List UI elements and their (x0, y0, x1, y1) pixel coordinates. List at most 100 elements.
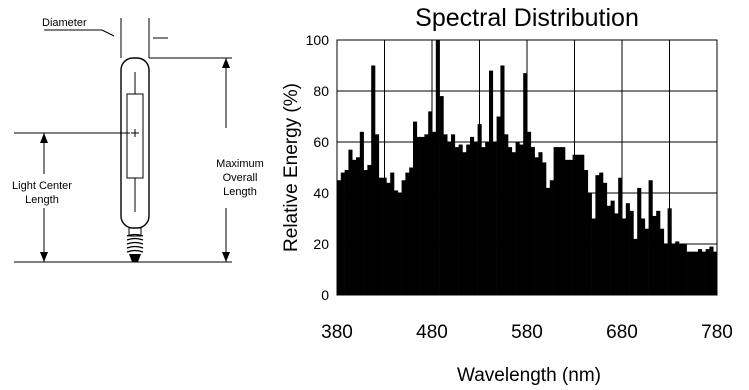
spectrum-bar (473, 142, 478, 295)
spectrum-bar (386, 182, 391, 295)
spectrum-bar (682, 244, 687, 295)
spectrum-bar (394, 190, 399, 295)
x-axis-label: Wavelength (nm) (457, 365, 601, 386)
spectrum-bar (409, 167, 414, 295)
x-tick-label: 480 (416, 322, 448, 343)
spectrum-bar (629, 210, 634, 295)
spectrum-bar (534, 157, 539, 295)
spectrum-bar (549, 180, 554, 295)
light-center-label-line1: Light Center (12, 180, 72, 192)
spectrum-bar (337, 180, 342, 295)
spectrum-bar (428, 111, 433, 296)
spectrum-bar (401, 180, 406, 295)
spectrum-bar (435, 40, 440, 295)
spectrum-bar (424, 134, 429, 295)
spectrum-bar (363, 170, 368, 295)
spectrum-bar (565, 159, 570, 295)
spectrum-bar (511, 152, 516, 295)
max-length-label-line3: Length (223, 186, 257, 198)
light-center-arrow-bottom (40, 252, 48, 262)
spectrum-bar (633, 238, 638, 295)
spectrum-bar (679, 244, 684, 295)
y-tick-label: 40 (313, 185, 329, 201)
light-center-label-line2: Length (25, 194, 59, 206)
spectrum-bar (713, 251, 718, 295)
spectrum-bar (466, 144, 471, 295)
spectrum-bar (530, 147, 535, 295)
y-tick-label: 60 (313, 134, 329, 150)
spectrum-bar (595, 175, 600, 295)
spectrum-bar (432, 131, 437, 295)
spectrum-bar (390, 172, 395, 295)
spectrum-bar (375, 134, 380, 295)
spectrum-bar (614, 213, 619, 295)
x-tick-label: 380 (321, 322, 353, 343)
spectrum-bar (660, 228, 665, 295)
spectrum-bar (542, 162, 547, 295)
spectrum-bar (667, 208, 672, 295)
spectrum-bar (557, 147, 562, 295)
y-tick-label: 100 (306, 32, 330, 48)
spectrum-bar (568, 159, 573, 295)
spectrum-bar (523, 73, 528, 296)
spectrum-bar (561, 147, 566, 295)
spectrum-bar (371, 65, 376, 295)
spectrum-bar (420, 136, 425, 295)
spectrum-bar (606, 205, 611, 295)
spectrum-bar (625, 203, 630, 295)
y-tick-label: 0 (321, 287, 329, 303)
spectrum-bar (470, 136, 475, 295)
spectrum-bar (656, 210, 661, 295)
spectrum-bar (504, 134, 509, 295)
spectrum-bar (451, 134, 456, 295)
spectrum-bar (648, 180, 653, 295)
spectrum-bar (519, 144, 524, 295)
spectrum-bar (416, 136, 421, 295)
spectrum-bar (352, 159, 357, 295)
spectrum-bar (698, 249, 703, 295)
plot-frame (336, 39, 718, 296)
spectrum-bar (701, 251, 706, 295)
spectrum-bar (382, 177, 387, 295)
spectrum-bar (344, 170, 349, 295)
spectrum-bar (690, 251, 695, 295)
spectrum-bar (580, 154, 585, 295)
spectrum-bar (378, 177, 383, 295)
spectrum-bar (576, 154, 581, 295)
spectrum-bar (663, 244, 668, 295)
max-length-arrow-bottom (222, 252, 230, 262)
spectrum-bar (591, 218, 596, 295)
spectrum-bar (572, 154, 577, 295)
diameter-label: Diameter (42, 17, 87, 29)
spectrum-bar (496, 116, 501, 295)
spectrum-bar (405, 172, 410, 295)
spectrum-bar (553, 147, 558, 295)
max-length-arrow-top (222, 58, 230, 68)
y-tick-label: 80 (313, 83, 329, 99)
spectrum-bar (489, 70, 494, 295)
max-length-label-line2: Overall (223, 172, 258, 184)
spectrum-bar (538, 152, 543, 295)
spectrum-bar (439, 96, 444, 295)
max-length-label-line1: Maximum (216, 158, 264, 170)
spectrum-bar (599, 172, 604, 295)
lamp-dimension-diagram: Diameter Maximum Overall Length Light Ce… (12, 17, 264, 263)
spectrum-bar (359, 131, 364, 295)
spectrum-bar (356, 157, 361, 295)
spectrum-bar (622, 218, 627, 295)
x-tick-label: 580 (511, 322, 543, 343)
x-tick-label: 680 (606, 322, 638, 343)
spectrum-bar (462, 152, 467, 295)
spectrum-bar (637, 187, 642, 295)
spectrum-bar (675, 241, 680, 295)
diameter-arrow-left (101, 29, 115, 37)
spectrum-bar (500, 65, 505, 295)
lamp-base-contact (129, 254, 141, 262)
y-axis-label: Relative Energy (%) (281, 83, 302, 252)
light-center-arrow-top (40, 133, 48, 143)
y-tick-label: 20 (313, 236, 329, 252)
chart-title: Spectral Distribution (415, 4, 639, 32)
spectrum-bar (481, 147, 486, 295)
spectrum-bar (686, 251, 691, 295)
